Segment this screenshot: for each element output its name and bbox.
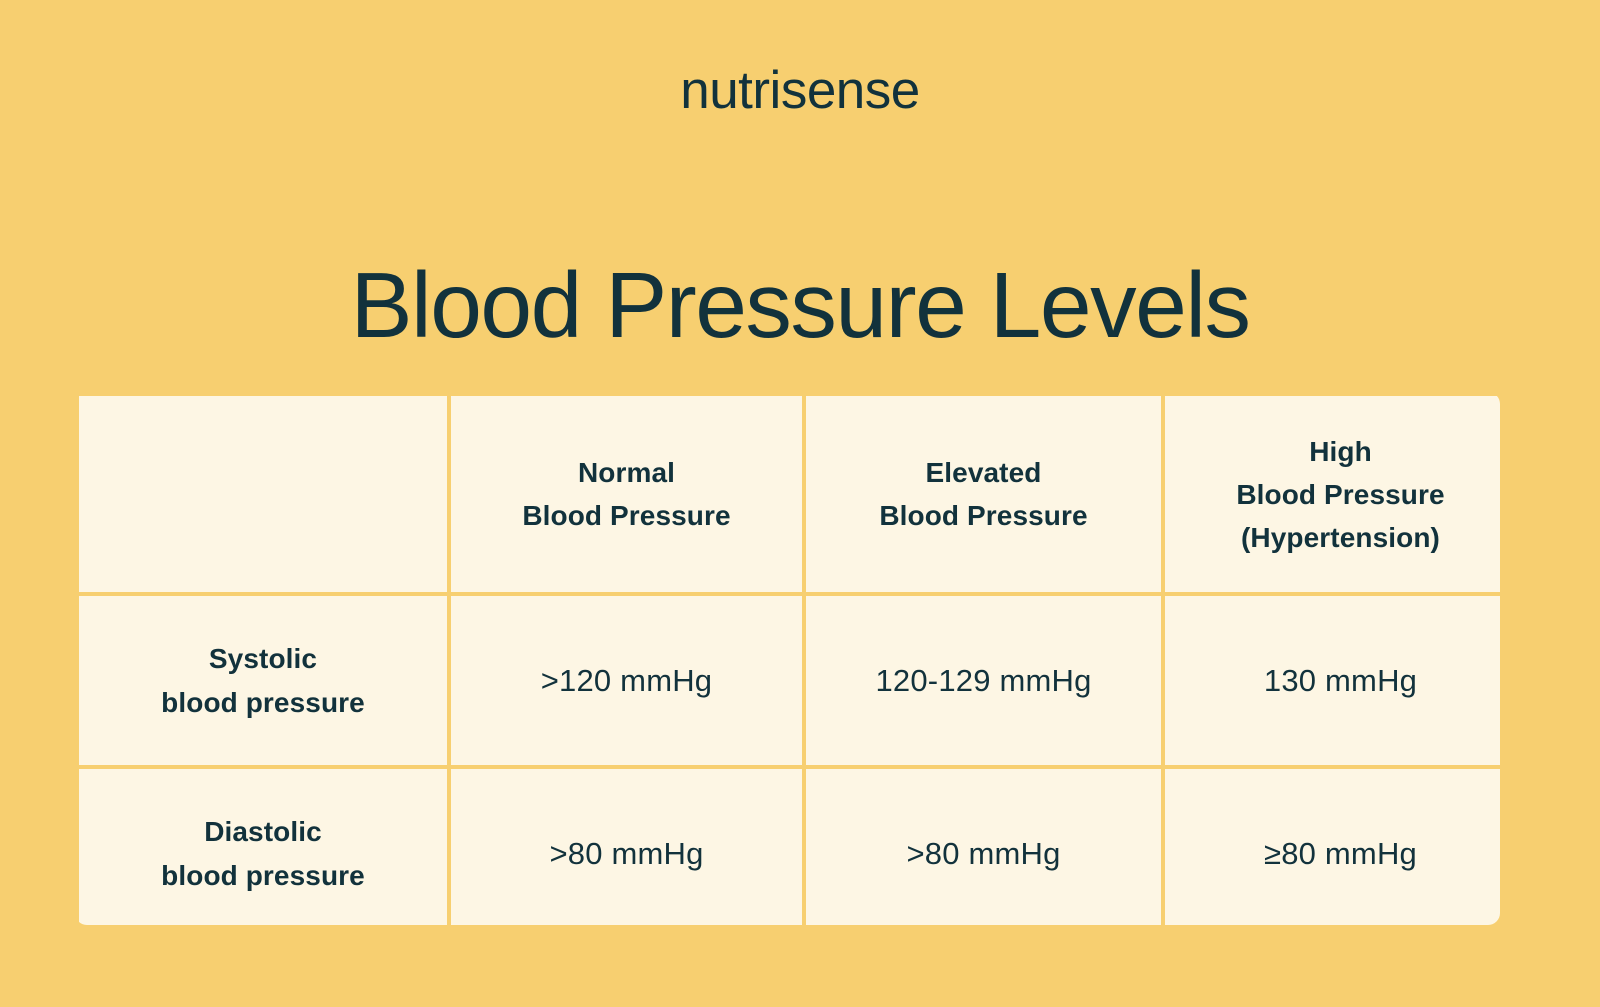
page-title: Blood Pressure Levels xyxy=(350,253,1252,357)
column-header-normal-line2: Blood Pressure xyxy=(522,500,731,531)
table-corner-cell xyxy=(79,396,447,592)
cell-systolic-elevated: 120-129 mmHg xyxy=(806,596,1161,765)
row-header-diastolic-line2: blood pressure xyxy=(161,859,365,891)
cell-systolic-normal: >120 mmHg xyxy=(451,596,802,765)
cell-diastolic-elevated: >80 mmHg xyxy=(806,769,1161,925)
table-row-systolic: Systolic blood pressure >120 mmHg 120-12… xyxy=(79,596,1500,765)
row-header-systolic-line1: Systolic xyxy=(208,642,318,674)
column-header-elevated-line2: Blood Pressure xyxy=(879,500,1088,531)
blood-pressure-table: Normal Blood Pressure Elevated Blood Pre… xyxy=(75,392,1500,925)
cell-diastolic-high: ≥80 mmHg xyxy=(1165,769,1500,925)
row-header-diastolic-line1: Diastolic xyxy=(204,815,322,847)
column-header-high-line1: High xyxy=(1309,435,1372,467)
cell-systolic-high: 130 mmHg xyxy=(1165,596,1500,765)
cell-diastolic-normal: >80 mmHg xyxy=(451,769,802,925)
column-header-elevated-line1: Elevated xyxy=(925,457,1042,488)
row-header-diastolic: Diastolic blood pressure xyxy=(79,769,447,925)
table-header-row: Normal Blood Pressure Elevated Blood Pre… xyxy=(79,396,1500,592)
row-header-systolic-line2: blood pressure xyxy=(161,686,365,718)
brand-logo: nutrisense xyxy=(680,61,920,120)
column-header-high: High Blood Pressure (Hypertension) xyxy=(1165,396,1500,592)
column-header-normal-line1: Normal xyxy=(577,457,676,488)
column-header-elevated: Elevated Blood Pressure xyxy=(806,396,1161,592)
row-header-systolic: Systolic blood pressure xyxy=(79,596,447,765)
column-header-normal: Normal Blood Pressure xyxy=(451,396,802,592)
column-header-high-line2: Blood Pressure xyxy=(1236,478,1445,510)
table-row-diastolic: Diastolic blood pressure >80 mmHg >80 mm… xyxy=(79,769,1500,925)
column-header-high-line3: (Hypertension) xyxy=(1241,521,1440,553)
table: Normal Blood Pressure Elevated Blood Pre… xyxy=(75,392,1500,925)
